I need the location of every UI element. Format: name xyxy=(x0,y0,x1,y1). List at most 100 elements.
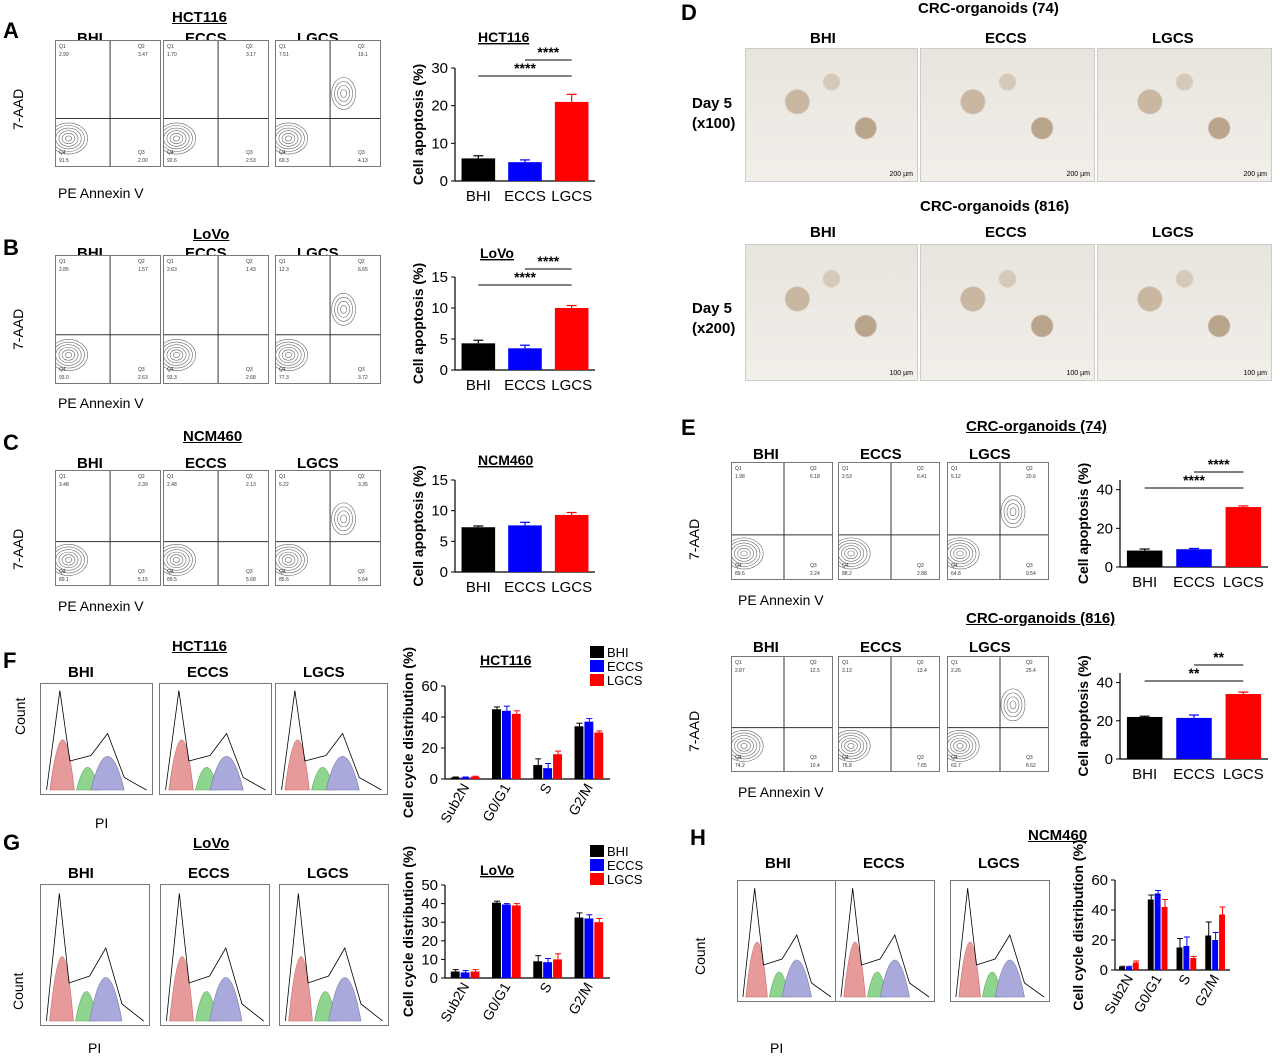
contour-ring-apoptotic xyxy=(340,514,347,524)
contour-ring-apoptotic xyxy=(1006,503,1020,521)
y-axis-label: Cell apoptosis (%) xyxy=(1075,655,1091,776)
legend-label-bhi: BHI xyxy=(607,844,629,859)
quadrant-value-q2: 6.65 xyxy=(358,267,368,273)
photo-title-org816: CRC-organoids (816) xyxy=(920,198,1070,215)
y-tick-label: 0 xyxy=(430,771,438,788)
contour-ring xyxy=(276,341,305,369)
histogram-title-h: NCM460 xyxy=(1028,827,1088,844)
y-tick-label: 40 xyxy=(1096,482,1113,499)
quadrant-value-q4: 89.6 xyxy=(735,571,745,577)
legend-swatch-eccs xyxy=(590,660,604,672)
significance-label: **** xyxy=(1208,456,1230,472)
histogram-outline xyxy=(840,888,930,998)
quadrant-value-q3: 2.88 xyxy=(917,571,927,577)
legend-label-bhi: BHI xyxy=(607,645,629,660)
bar-bhi-sub2n xyxy=(450,777,460,779)
flow-xaxis-label-e2: PE Annexin V xyxy=(738,784,824,800)
quadrant-label-q3: Q3 xyxy=(246,150,253,156)
quadrant-label-q4: Q4 xyxy=(167,367,174,373)
contour-ring xyxy=(948,542,974,565)
quadrant-value-q3: 10.4 xyxy=(810,763,820,769)
contour-ring xyxy=(740,550,748,557)
quadrant-label-q4: Q4 xyxy=(279,150,286,156)
photo-col-bhi: BHI xyxy=(810,30,836,47)
flow-group-label-e1-bhi: BHI xyxy=(753,446,779,463)
quadrant-label-q2: Q2 xyxy=(358,474,365,480)
mag-label-x200: (x200) xyxy=(692,320,736,337)
bar-eccs-sub2n xyxy=(460,777,470,779)
quadrant-label-q2: Q2 xyxy=(1026,466,1033,472)
contour-ring xyxy=(172,135,180,142)
histogram-xaxis-label-g: PI xyxy=(88,1040,102,1056)
quadrant-value-q1: 1.98 xyxy=(735,474,745,480)
quadrant-value-q1: 3.48 xyxy=(59,482,69,488)
quadrant-value-q2: 3.17 xyxy=(246,52,256,58)
quadrant-value-q1: 2.26 xyxy=(951,668,961,674)
y-tick-label: 20 xyxy=(421,933,438,950)
contour-ring xyxy=(948,540,977,567)
quadrant-value-q2: 12.5 xyxy=(810,668,820,674)
contour-ring xyxy=(284,352,292,358)
quadrant-label-q4: Q4 xyxy=(951,563,958,569)
quadrant-value-q4: 85.6 xyxy=(279,577,289,583)
flow-contours xyxy=(276,41,380,166)
histogram-group-label-g-eccs: ECCS xyxy=(188,865,230,882)
contour-ring-apoptotic xyxy=(1003,692,1023,718)
quadrant-value-q4: 88.2 xyxy=(842,571,852,577)
contour-ring-apoptotic xyxy=(1009,700,1017,710)
quadrant-label-q3: Q3 xyxy=(138,150,145,156)
contour-ring xyxy=(276,344,302,366)
mag-label-x100: (x100) xyxy=(692,115,736,132)
contour-ring xyxy=(839,540,868,567)
contour-ring xyxy=(166,551,187,569)
y-tick-label: 0 xyxy=(430,970,438,987)
quadrant-value-q1: 2.87 xyxy=(735,668,745,674)
histogram-title-f: HCT116 xyxy=(172,638,228,655)
g2m-peak xyxy=(209,977,243,1022)
histogram-outline xyxy=(281,690,382,791)
y-tick-label: 15 xyxy=(431,472,448,489)
contour-ring xyxy=(164,546,193,574)
contour-ring-apoptotic xyxy=(337,85,350,102)
significance-label: ** xyxy=(1213,649,1224,665)
quadrant-value-q4: 89.1 xyxy=(59,577,69,583)
histogram-curves xyxy=(46,690,147,791)
legend-swatch-eccs xyxy=(590,859,604,871)
histogram-group-label-g-bhi: BHI xyxy=(68,865,94,882)
contour-ring xyxy=(284,557,292,563)
x-tick-label: G0/G1 xyxy=(479,979,514,1023)
flow-contours xyxy=(164,256,268,383)
contour-ring xyxy=(166,130,187,147)
bar-lgcs xyxy=(554,308,589,370)
contour-ring xyxy=(839,732,868,760)
flow-contours xyxy=(839,657,939,771)
x-tick-label: ECCS xyxy=(504,188,546,205)
quadrant-label-q1: Q1 xyxy=(279,259,286,265)
contour-ring xyxy=(172,352,180,358)
flow-contours xyxy=(732,463,832,579)
g2m-peak xyxy=(325,756,360,791)
quadrant-value-q2: 1.57 xyxy=(138,267,148,273)
quadrant-value-q2: 19.1 xyxy=(358,52,368,58)
contour-ring xyxy=(58,130,79,147)
quadrant-label-q1: Q1 xyxy=(951,466,958,472)
panel-label-g: G xyxy=(3,830,21,855)
quadrant-value-q1: 12.3 xyxy=(279,267,289,273)
quadrant-label-q1: Q1 xyxy=(951,660,958,666)
contour-ring xyxy=(953,547,967,559)
contour-ring-apoptotic xyxy=(334,297,353,322)
y-tick-label: 20 xyxy=(1096,713,1113,730)
quadrant-label-q4: Q4 xyxy=(59,367,66,373)
y-tick-label: 40 xyxy=(1091,902,1108,919)
quadrant-label-q2: Q2 xyxy=(810,466,817,472)
legend-label-lgcs: LGCS xyxy=(607,673,643,688)
quadrant-value-q1: 2.85 xyxy=(59,267,69,273)
contour-ring xyxy=(276,127,302,150)
y-tick-label: 30 xyxy=(421,914,438,931)
quadrant-label-q2: Q2 xyxy=(138,474,145,480)
contour-ring xyxy=(276,339,308,371)
bar-bhi-g2m xyxy=(574,726,584,779)
contour-ring xyxy=(56,125,85,152)
flow-group-label-c-bhi: BHI xyxy=(77,455,103,472)
quadrant-value-q2: 3.35 xyxy=(358,482,368,488)
